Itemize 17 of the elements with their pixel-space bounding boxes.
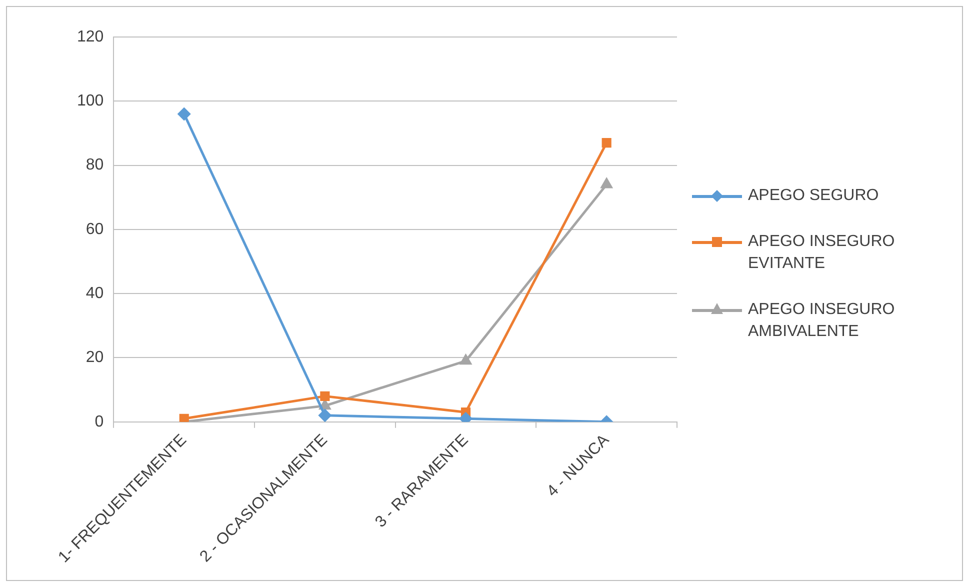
y-tick-label: 120 bbox=[76, 28, 104, 46]
y-tick-label: 20 bbox=[86, 349, 104, 366]
point bbox=[178, 108, 190, 120]
y-tick-label: 40 bbox=[86, 284, 104, 302]
legend-label: APEGO INSEGURO EVITANTE bbox=[748, 232, 896, 274]
point bbox=[460, 354, 472, 365]
point bbox=[602, 138, 612, 148]
y-tick-label: 80 bbox=[86, 156, 104, 174]
point bbox=[460, 412, 472, 422]
legend-label: APEGO INSEGURO AMBIVALENTE bbox=[748, 300, 896, 342]
y-tick-label: 60 bbox=[86, 220, 104, 238]
point bbox=[601, 178, 612, 188]
point bbox=[320, 391, 330, 401]
y-tick-label: 0 bbox=[94, 413, 104, 430]
legend-label: APEGO SEGURO bbox=[748, 186, 879, 206]
y-tick-label: 100 bbox=[76, 92, 104, 110]
point bbox=[318, 409, 332, 422]
